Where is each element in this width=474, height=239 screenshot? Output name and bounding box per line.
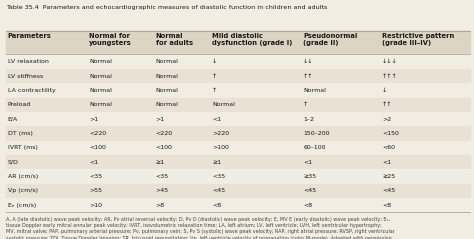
Text: ↑↑: ↑↑ — [303, 74, 314, 78]
Bar — [6, 98, 470, 112]
Text: IVRT (ms): IVRT (ms) — [8, 145, 37, 150]
Bar — [6, 126, 470, 141]
Text: AR (cm/s): AR (cm/s) — [8, 174, 38, 179]
Text: >100: >100 — [212, 145, 229, 150]
Bar — [6, 155, 470, 169]
Text: <1: <1 — [212, 117, 221, 121]
Text: >45: >45 — [155, 188, 169, 193]
Text: <220: <220 — [89, 131, 106, 136]
Text: Mild diastolic
dysfunction (grade I): Mild diastolic dysfunction (grade I) — [212, 33, 292, 45]
Text: 1–2: 1–2 — [303, 117, 314, 121]
Text: E/A: E/A — [8, 117, 18, 121]
Text: <1: <1 — [89, 160, 98, 164]
Text: <1: <1 — [382, 160, 391, 164]
Bar — [6, 184, 470, 198]
Bar — [6, 54, 470, 69]
Bar — [6, 198, 470, 212]
Text: ↓↓: ↓↓ — [303, 59, 314, 64]
Text: Normal for
youngsters: Normal for youngsters — [89, 33, 132, 45]
Text: >1: >1 — [89, 117, 98, 121]
Text: Normal: Normal — [89, 88, 112, 93]
Text: Normal: Normal — [89, 102, 112, 107]
Text: >1: >1 — [155, 117, 165, 121]
Bar — [6, 69, 470, 83]
Text: >2: >2 — [382, 117, 391, 121]
Text: DT (ms): DT (ms) — [8, 131, 32, 136]
Text: LV relaxation: LV relaxation — [8, 59, 48, 64]
Text: ↑: ↑ — [212, 74, 217, 78]
Text: Preload: Preload — [8, 102, 31, 107]
Text: <45: <45 — [212, 188, 225, 193]
Text: 60–100: 60–100 — [303, 145, 326, 150]
Bar — [6, 31, 470, 54]
Text: Normal: Normal — [155, 59, 179, 64]
Text: <35: <35 — [89, 174, 102, 179]
Bar — [6, 141, 470, 155]
Text: ↑↑: ↑↑ — [382, 102, 392, 107]
Text: ↓↓↓: ↓↓↓ — [382, 59, 398, 64]
Text: <8: <8 — [212, 203, 221, 207]
Text: <8: <8 — [303, 203, 312, 207]
Text: >10: >10 — [89, 203, 102, 207]
Text: <35: <35 — [155, 174, 169, 179]
Text: ≥1: ≥1 — [155, 160, 165, 164]
Bar — [6, 169, 470, 184]
Text: Normal: Normal — [155, 74, 179, 78]
Text: Normal: Normal — [155, 88, 179, 93]
Text: 150–200: 150–200 — [303, 131, 330, 136]
Text: LA contractility: LA contractility — [8, 88, 55, 93]
Text: Pseudonormal
(grade II): Pseudonormal (grade II) — [303, 33, 357, 45]
Text: Restrictive pattern
(grade III–IV): Restrictive pattern (grade III–IV) — [382, 33, 454, 45]
Text: Normal
for adults: Normal for adults — [155, 33, 193, 45]
Bar — [6, 112, 470, 126]
Text: ↑↑↑: ↑↑↑ — [382, 74, 398, 78]
Text: >220: >220 — [212, 131, 229, 136]
Text: Vp (cm/s): Vp (cm/s) — [8, 188, 37, 193]
Text: <8: <8 — [382, 203, 391, 207]
Text: >8: >8 — [155, 203, 165, 207]
Text: <100: <100 — [155, 145, 173, 150]
Text: <100: <100 — [89, 145, 106, 150]
Text: Normal: Normal — [155, 102, 179, 107]
Text: ↑: ↑ — [303, 102, 309, 107]
Text: <60: <60 — [382, 145, 395, 150]
Text: ≥25: ≥25 — [382, 174, 395, 179]
Text: Normal: Normal — [212, 102, 235, 107]
Text: ↓: ↓ — [212, 59, 217, 64]
Text: LV stiffness: LV stiffness — [8, 74, 43, 78]
Text: Normal: Normal — [89, 59, 112, 64]
Text: Parameters: Parameters — [8, 33, 52, 38]
Text: Normal: Normal — [89, 74, 112, 78]
Text: <45: <45 — [303, 188, 316, 193]
Text: Table 35.4  Parameters and echocardiographic measures of diastolic function in c: Table 35.4 Parameters and echocardiograp… — [6, 5, 327, 10]
Text: <1: <1 — [303, 160, 312, 164]
Text: Normal: Normal — [303, 88, 326, 93]
Text: ≥35: ≥35 — [303, 174, 316, 179]
Text: <35: <35 — [212, 174, 225, 179]
Text: <220: <220 — [155, 131, 173, 136]
Text: ≥1: ≥1 — [212, 160, 221, 164]
Text: S/D: S/D — [8, 160, 18, 164]
Text: <150: <150 — [382, 131, 399, 136]
Text: Eₑ (cm/s): Eₑ (cm/s) — [8, 203, 36, 207]
Text: <45: <45 — [382, 188, 395, 193]
Text: >55: >55 — [89, 188, 102, 193]
Text: A, A (late diastolic) wave peak velocity; AR, Pv atrial reversal velocity; D, Pv: A, A (late diastolic) wave peak velocity… — [6, 217, 394, 239]
Bar — [6, 83, 470, 98]
Text: ↓: ↓ — [382, 88, 387, 93]
Text: ↑: ↑ — [212, 88, 217, 93]
